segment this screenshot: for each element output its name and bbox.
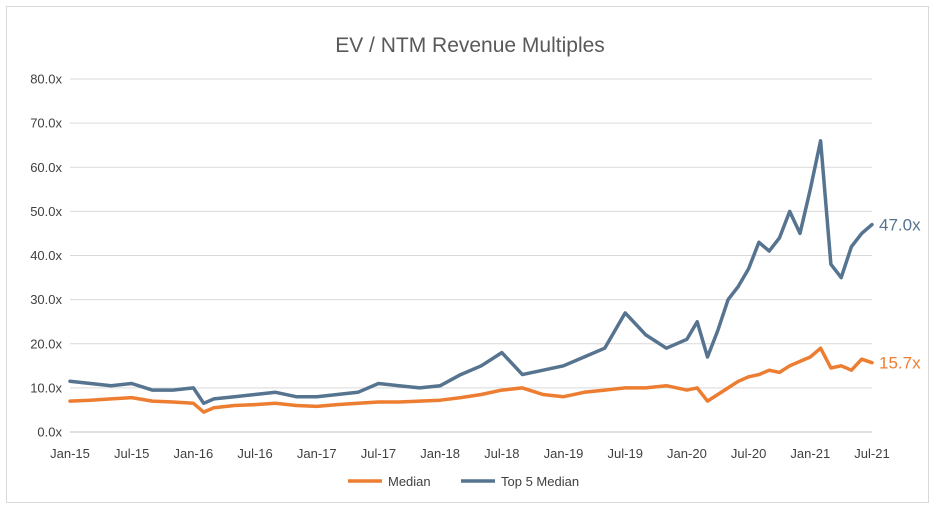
- legend-label: Median: [388, 474, 431, 489]
- x-tick-label: Jul-17: [361, 446, 396, 461]
- x-tick-label: Jul-16: [237, 446, 272, 461]
- x-tick-label: Jul-15: [114, 446, 149, 461]
- y-tick-label: 50.0x: [30, 204, 62, 219]
- y-tick-label: 0.0x: [37, 425, 62, 440]
- legend: Median Top 5 Median: [348, 474, 579, 489]
- x-axis-ticks: Jan-15 Jul-15 Jan-16 Jul-16 Jan-17 Jul-17 Jan-…: [50, 446, 890, 461]
- y-tick-label: 20.0x: [30, 336, 62, 351]
- x-tick-label: Jan-16: [174, 446, 214, 461]
- end-label-top-5-median: 47.0x: [879, 216, 921, 235]
- x-tick-label: Jul-21: [854, 446, 889, 461]
- y-axis-ticks: 0.0x 10.0x 20.0x 30.0x 40.0x 50.0x 60.0x 70.0x 8…: [30, 72, 62, 440]
- series-line-median: [68, 346, 874, 414]
- series-line-top-5-median: [68, 139, 874, 406]
- x-tick-label: Jan-19: [544, 446, 584, 461]
- x-tick-label: Jul-18: [484, 446, 519, 461]
- series-lines: [68, 139, 874, 414]
- y-tick-label: 40.0x: [30, 248, 62, 263]
- end-labels: 15.7x 47.0x: [879, 216, 921, 373]
- x-tick-label: Jan-20: [667, 446, 707, 461]
- y-tick-label: 70.0x: [30, 116, 62, 131]
- y-tick-label: 60.0x: [30, 160, 62, 175]
- x-tick-label: Jul-20: [731, 446, 766, 461]
- gridlines: [70, 78, 872, 433]
- x-tick-label: Jan-18: [420, 446, 460, 461]
- y-tick-label: 10.0x: [30, 380, 62, 395]
- chart-title: EV / NTM Revenue Multiples: [335, 34, 605, 57]
- end-label-median: 15.7x: [879, 354, 921, 373]
- y-tick-label: 80.0x: [30, 72, 62, 87]
- chart-frame: [6, 6, 929, 503]
- legend-label: Top 5 Median: [501, 474, 579, 489]
- x-tick-label: Jan-17: [297, 446, 337, 461]
- y-tick-label: 30.0x: [30, 292, 62, 307]
- x-tick-label: Jan-21: [790, 446, 830, 461]
- x-tick-label: Jul-19: [608, 446, 643, 461]
- x-tick-label: Jan-15: [50, 446, 90, 461]
